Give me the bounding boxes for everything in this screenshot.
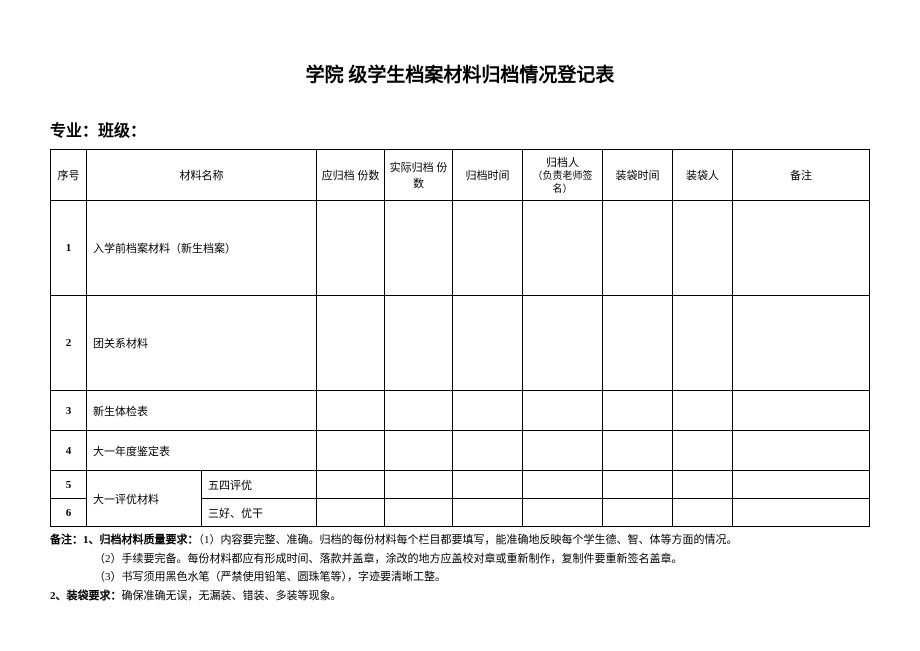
cell-archperson (523, 431, 603, 471)
cell-bagtime (603, 391, 673, 431)
cell-name-sub: 五四评优 (202, 471, 317, 499)
cell-archtime (453, 296, 523, 391)
notes-label: 备注： (50, 534, 83, 546)
header-material-name: 材料名称 (87, 150, 317, 201)
header-archive-person: 归档人 （负责老师签名） (523, 150, 603, 201)
cell-remark (733, 471, 870, 499)
cell-archperson (523, 201, 603, 296)
cell-should (317, 201, 385, 296)
cell-actual (385, 391, 453, 431)
notes-line-2: （2）手续要完备。每份材料都应有形成时间、落款并盖章，涂改的地方应盖校对章或重新… (50, 550, 870, 569)
cell-bagtime (603, 201, 673, 296)
cell-bagperson (673, 431, 733, 471)
notes-line-4: 2、装袋要求：确保准确无误，无漏装、错装、多装等现象。 (50, 587, 870, 606)
cell-should (317, 391, 385, 431)
notes-line-1: 备注：1、归档材料质量要求：（1）内容要完整、准确。归档的每份材料每个栏目都要填… (50, 531, 870, 550)
cell-archtime (453, 391, 523, 431)
cell-should (317, 431, 385, 471)
cell-actual (385, 431, 453, 471)
archive-table: 序号 材料名称 应归档 份数 实际归档 份数 归档时间 归档人 （负责老师签名）… (50, 149, 870, 527)
cell-remark (733, 296, 870, 391)
cell-archperson (523, 471, 603, 499)
cell-seq: 6 (51, 499, 87, 527)
cell-remark (733, 431, 870, 471)
cell-remark (733, 391, 870, 431)
page-title: 学院 级学生档案材料归档情况登记表 (50, 60, 870, 87)
cell-name-sub: 三好、优干 (202, 499, 317, 527)
notes-section: 备注：1、归档材料质量要求：（1）内容要完整、准确。归档的每份材料每个栏目都要填… (50, 531, 870, 606)
cell-should (317, 471, 385, 499)
header-archive-person-main: 归档人 (546, 157, 579, 169)
table-row: 1 入学前档案材料（新生档案） (51, 201, 870, 296)
cell-seq: 4 (51, 431, 87, 471)
cell-archperson (523, 391, 603, 431)
cell-name: 大一年度鉴定表 (87, 431, 317, 471)
subtitle: 专业：班级： (50, 117, 870, 141)
cell-seq: 5 (51, 471, 87, 499)
cell-seq: 3 (51, 391, 87, 431)
cell-actual (385, 499, 453, 527)
cell-remark (733, 201, 870, 296)
table-row: 3 新生体检表 (51, 391, 870, 431)
header-seq: 序号 (51, 150, 87, 201)
cell-bagtime (603, 499, 673, 527)
cell-seq: 2 (51, 296, 87, 391)
cell-actual (385, 296, 453, 391)
cell-actual (385, 471, 453, 499)
header-archive-person-sub: （负责老师签名） (533, 171, 593, 195)
cell-actual (385, 201, 453, 296)
cell-archtime (453, 201, 523, 296)
cell-archperson (523, 296, 603, 391)
cell-bagtime (603, 471, 673, 499)
header-bag-person: 装袋人 (673, 150, 733, 201)
header-archive-time: 归档时间 (453, 150, 523, 201)
header-bag-time: 装袋时间 (603, 150, 673, 201)
notes-req2-bold: 2、装袋要求： (50, 590, 122, 602)
cell-archtime (453, 471, 523, 499)
cell-remark (733, 499, 870, 527)
header-actual-archive: 实际归档 份数 (385, 150, 453, 201)
table-row: 2 团关系材料 (51, 296, 870, 391)
cell-bagtime (603, 296, 673, 391)
cell-seq: 1 (51, 201, 87, 296)
cell-bagperson (673, 391, 733, 431)
cell-name: 团关系材料 (87, 296, 317, 391)
notes-req2-text: 确保准确无误，无漏装、错装、多装等现象。 (122, 590, 342, 602)
table-row: 5 大一评优材料 五四评优 (51, 471, 870, 499)
header-row: 序号 材料名称 应归档 份数 实际归档 份数 归档时间 归档人 （负责老师签名）… (51, 150, 870, 201)
cell-should (317, 296, 385, 391)
cell-name-group: 大一评优材料 (87, 471, 202, 527)
cell-archtime (453, 499, 523, 527)
cell-archperson (523, 499, 603, 527)
cell-bagperson (673, 499, 733, 527)
cell-bagperson (673, 201, 733, 296)
notes-line-3: （3）书写须用黑色水笔（严禁使用铅笔、圆珠笔等），字迹要清晰工整。 (50, 568, 870, 587)
cell-bagtime (603, 431, 673, 471)
cell-name: 入学前档案材料（新生档案） (87, 201, 317, 296)
cell-name: 新生体检表 (87, 391, 317, 431)
cell-should (317, 499, 385, 527)
notes-req1-text: （1）内容要完整、准确。归档的每份材料每个栏目都要填写，能准确地反映每个学生德、… (199, 534, 738, 546)
table-row: 4 大一年度鉴定表 (51, 431, 870, 471)
cell-bagperson (673, 296, 733, 391)
header-should-archive: 应归档 份数 (317, 150, 385, 201)
notes-req1-bold: 1、归档材料质量要求： (83, 534, 199, 546)
header-remark: 备注 (733, 150, 870, 201)
cell-archtime (453, 431, 523, 471)
cell-bagperson (673, 471, 733, 499)
